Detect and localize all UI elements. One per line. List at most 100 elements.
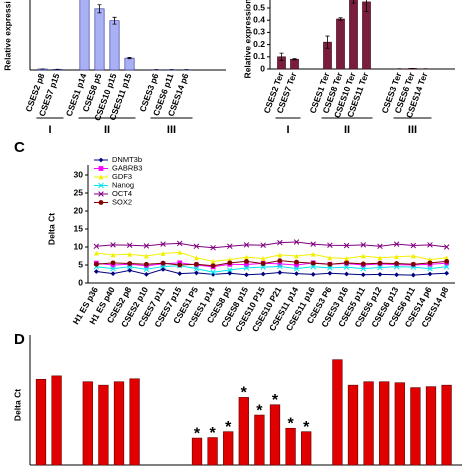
legend-marker xyxy=(98,174,104,180)
annotation: * xyxy=(241,385,248,402)
legend-label: SOX2 xyxy=(112,197,132,206)
error-bar xyxy=(364,0,369,13)
y-tick-label: 25 xyxy=(74,187,84,197)
group-label: I xyxy=(48,124,51,136)
point xyxy=(193,265,200,272)
point xyxy=(360,265,367,272)
y-tick-label: 0.5 xyxy=(253,2,265,12)
error-bar xyxy=(351,0,356,4)
point xyxy=(410,253,416,259)
point xyxy=(143,243,150,249)
legend-marker xyxy=(98,157,104,163)
point xyxy=(243,242,250,248)
point xyxy=(244,259,249,264)
error-bar xyxy=(279,52,284,61)
point xyxy=(110,252,116,258)
point xyxy=(393,241,400,247)
bar xyxy=(379,381,390,466)
point xyxy=(377,260,383,266)
bar xyxy=(425,386,437,466)
point xyxy=(444,270,450,276)
annotation: * xyxy=(225,419,232,436)
annotation: * xyxy=(287,415,294,432)
point xyxy=(344,271,349,277)
point xyxy=(377,255,383,261)
y-tick-label: 0 xyxy=(260,63,265,73)
legend-label: DNMT3b xyxy=(112,155,142,164)
point xyxy=(360,253,366,259)
point xyxy=(227,260,233,266)
point xyxy=(177,250,183,255)
point xyxy=(410,261,416,267)
legend-marker xyxy=(98,166,104,171)
point xyxy=(176,240,183,247)
point xyxy=(277,239,283,246)
bar xyxy=(349,0,358,70)
bar xyxy=(441,384,452,466)
point xyxy=(177,262,183,268)
bar xyxy=(290,58,299,70)
bar xyxy=(109,20,120,71)
point xyxy=(293,239,300,245)
bar xyxy=(394,382,405,466)
point xyxy=(260,264,266,270)
point xyxy=(360,242,367,248)
error-bar xyxy=(338,17,343,21)
point xyxy=(93,243,100,250)
point xyxy=(394,261,400,266)
point xyxy=(377,264,383,271)
point xyxy=(210,263,216,269)
point xyxy=(143,253,149,259)
point xyxy=(294,271,299,277)
point xyxy=(427,271,433,277)
point xyxy=(93,250,99,256)
bar xyxy=(124,57,135,71)
point xyxy=(260,261,266,266)
bar xyxy=(94,8,105,71)
point xyxy=(344,256,349,261)
group-label: II xyxy=(104,124,110,136)
point xyxy=(127,261,133,266)
point xyxy=(343,242,350,249)
point xyxy=(360,261,366,267)
point xyxy=(143,261,149,267)
bar xyxy=(410,387,421,466)
point xyxy=(143,266,150,273)
point xyxy=(294,253,299,259)
point xyxy=(260,256,266,261)
point xyxy=(327,261,333,267)
point xyxy=(444,255,450,261)
bar xyxy=(51,375,62,466)
point xyxy=(227,243,233,250)
point xyxy=(394,272,400,278)
point xyxy=(194,255,199,261)
bar xyxy=(254,414,265,466)
point xyxy=(127,251,133,257)
annotation: * xyxy=(303,419,310,436)
series-line xyxy=(96,260,447,267)
legend-marker xyxy=(98,182,104,189)
panel-label: C xyxy=(14,139,25,156)
annotation: * xyxy=(272,392,279,409)
series-line xyxy=(96,265,447,273)
y-tick-label: 0.3 xyxy=(253,27,265,37)
point xyxy=(277,261,283,267)
error-bar xyxy=(127,57,132,60)
y-tick-label: 0.1 xyxy=(253,51,265,61)
point xyxy=(327,265,333,271)
group-label: II xyxy=(344,124,350,136)
bar xyxy=(129,378,140,466)
bar xyxy=(82,381,93,466)
bar xyxy=(207,437,218,466)
annotation: * xyxy=(194,425,201,442)
bar xyxy=(332,359,343,466)
error-bar xyxy=(97,4,102,14)
bar xyxy=(347,384,359,466)
point xyxy=(377,243,383,250)
point xyxy=(427,242,433,248)
error-bar xyxy=(112,16,117,25)
point xyxy=(344,260,349,266)
point xyxy=(243,265,250,271)
bar xyxy=(191,437,203,466)
point xyxy=(127,268,133,273)
